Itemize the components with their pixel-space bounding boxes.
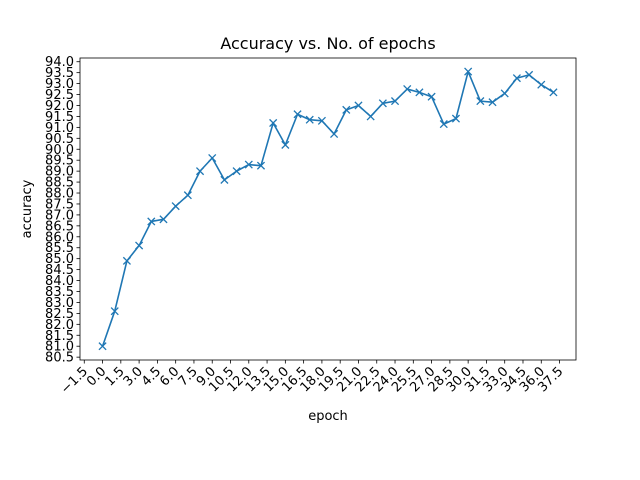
y-tick-label: 84.0	[45, 274, 74, 289]
data-point-marker	[208, 153, 217, 163]
y-axis-ticks: 80.581.081.582.082.583.083.584.084.585.0…	[45, 55, 80, 366]
data-point-marker	[378, 99, 387, 108]
data-point-marker	[403, 85, 412, 94]
y-tick-label: 92.5	[45, 88, 74, 103]
data-point-marker	[537, 80, 546, 89]
data-point-marker	[135, 241, 144, 250]
data-point-marker	[232, 167, 241, 176]
y-tick-label: 89.5	[45, 154, 74, 169]
y-tick-label: 87.5	[45, 197, 74, 212]
y-tick-label: 94.0	[45, 55, 74, 70]
y-tick-label: 91.5	[45, 110, 74, 125]
data-point-marker	[464, 67, 473, 76]
data-point-marker	[305, 115, 314, 124]
y-tick-label: 91.0	[45, 121, 74, 136]
data-point-marker	[293, 110, 302, 119]
y-tick-label: 80.5	[45, 351, 74, 366]
data-point-marker	[366, 112, 375, 121]
data-point-marker	[171, 202, 180, 211]
data-point-marker	[500, 89, 509, 98]
data-point-marker	[317, 116, 326, 125]
data-point-marker	[488, 98, 497, 107]
y-tick-label: 83.0	[45, 296, 74, 311]
x-axis-label: epoch	[308, 409, 348, 424]
data-point-marker	[220, 175, 229, 184]
y-tick-label: 81.0	[45, 340, 74, 355]
data-point-marker	[525, 70, 534, 79]
plot-area	[98, 67, 558, 351]
y-tick-label: 85.0	[45, 252, 74, 267]
data-point-marker	[512, 74, 521, 83]
y-axis-label: accuracy	[20, 179, 35, 238]
data-point-marker	[147, 217, 156, 226]
data-point-marker	[439, 120, 448, 129]
y-tick-label: 90.0	[45, 143, 74, 158]
y-tick-label: 84.5	[45, 263, 74, 278]
data-point-marker	[183, 191, 192, 200]
y-tick-label: 88.5	[45, 176, 74, 191]
data-point-marker	[281, 140, 290, 149]
data-point-marker	[110, 307, 119, 316]
data-point-marker	[256, 161, 266, 170]
y-tick-label: 89.0	[45, 165, 74, 180]
data-point-marker	[427, 92, 436, 101]
data-point-marker	[549, 88, 558, 97]
y-tick-label: 92.0	[45, 99, 74, 114]
y-tick-label: 86.5	[45, 219, 74, 234]
y-tick-label: 86.0	[45, 230, 74, 245]
data-point-marker	[98, 342, 107, 351]
y-tick-label: 85.5	[45, 241, 74, 256]
chart-title: Accuracy vs. No. of epochs	[220, 34, 435, 53]
y-tick-label: 81.5	[45, 329, 74, 344]
data-point-marker	[159, 215, 168, 224]
data-point-marker	[390, 97, 400, 106]
data-point-marker	[269, 118, 278, 128]
data-point-marker	[330, 129, 339, 138]
y-tick-label: 93.5	[45, 66, 74, 81]
axes-frame	[79, 57, 577, 361]
data-point-marker	[244, 160, 253, 169]
y-tick-label: 87.0	[45, 208, 74, 223]
y-tick-label: 83.5	[45, 285, 74, 300]
data-point-marker	[354, 101, 363, 110]
data-point-marker	[122, 256, 131, 265]
data-point-marker	[476, 97, 485, 106]
y-tick-label: 82.5	[45, 307, 74, 322]
data-point-marker	[342, 105, 351, 114]
data-point-marker	[451, 114, 461, 123]
y-tick-label: 93.0	[45, 77, 74, 92]
y-tick-label: 82.0	[45, 318, 74, 333]
y-tick-label: 90.5	[45, 132, 74, 147]
data-point-marker	[415, 88, 424, 97]
y-tick-label: 88.0	[45, 187, 74, 202]
data-point-marker	[195, 167, 205, 176]
